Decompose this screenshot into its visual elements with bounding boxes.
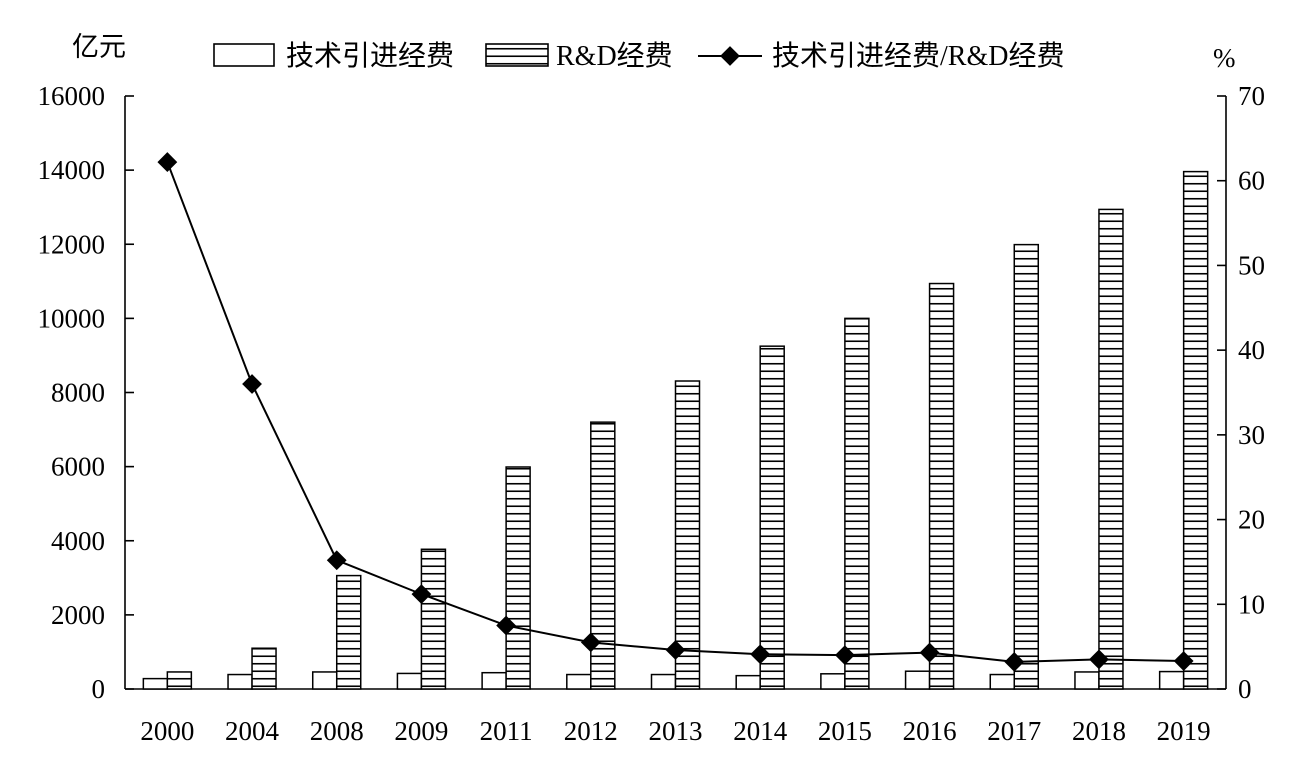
ratio-point-2014	[750, 644, 771, 665]
ratio-point-2008	[326, 550, 347, 571]
x-tick-label: 2000	[140, 716, 194, 746]
x-tick-label: 2011	[480, 716, 533, 746]
left-tick-label: 16000	[38, 81, 106, 111]
ratio-point-2000	[157, 152, 178, 172]
ratio-point-2018	[1089, 649, 1109, 670]
left-tick-label: 12000	[38, 229, 106, 259]
legend-swatch-tech-import	[213, 43, 275, 67]
x-tick-label: 2017	[987, 716, 1041, 746]
bar-rd-2017	[1013, 243, 1040, 690]
bar-tech-import-2000	[142, 677, 169, 690]
x-axis-tick-labels: 2000 2004 2008 2009 2011 2012 2013 2014 2015 2016…	[140, 716, 1210, 746]
legend: 技术引进经费 R&D经费 技术引进经费/R&D经费	[213, 40, 1064, 72]
bar-rd-2004	[251, 647, 277, 690]
bars	[142, 170, 1209, 690]
bar-rd-2000	[166, 671, 193, 690]
legend-item-tech-import: 技术引进经费	[213, 40, 454, 72]
right-tick-label: 60	[1238, 166, 1265, 196]
left-tick-label: 4000	[51, 526, 105, 556]
ratio-point-2004	[242, 374, 262, 394]
right-tick-label: 50	[1238, 250, 1265, 280]
bar-rd-2008	[335, 574, 362, 690]
bar-rd-2015	[844, 317, 870, 690]
left-axis-ticks: 0 2000 4000 6000 8000 10000 12000 14000 16000	[38, 81, 134, 704]
right-tick-label: 70	[1238, 81, 1265, 111]
x-tick-label: 2012	[564, 716, 618, 746]
left-tick-label: 14000	[38, 155, 106, 185]
legend-item-ratio: 技术引进经费/R&D经费	[698, 40, 1064, 72]
bar-rd-2013	[674, 380, 701, 690]
bar-tech-import-2011	[481, 671, 507, 690]
bar-rd-2016	[928, 282, 955, 690]
right-axis-unit: %	[1213, 43, 1236, 73]
right-tick-label: 20	[1238, 505, 1265, 535]
bar-tech-import-2017	[989, 673, 1016, 690]
legend-swatch-rd	[485, 43, 549, 67]
bar-rd-2009	[420, 548, 447, 690]
bar-tech-import-2014	[735, 674, 761, 690]
bar-tech-import-2015	[820, 673, 846, 690]
x-tick-label: 2008	[310, 716, 364, 746]
bar-rd-2012	[590, 421, 616, 690]
legend-marker-ratio	[720, 46, 740, 66]
bar-tech-import-2004	[227, 673, 253, 690]
x-tick-label: 2018	[1072, 716, 1126, 746]
left-axis-unit: 亿元	[72, 32, 126, 62]
ratio-line-series	[157, 152, 1194, 672]
right-tick-label: 0	[1238, 674, 1252, 704]
bar-rd-2018	[1098, 208, 1124, 690]
left-tick-label: 0	[92, 674, 106, 704]
ratio-point-2019	[1173, 651, 1194, 671]
bar-tech-import-2012	[566, 673, 592, 690]
ratio-point-2012	[580, 632, 601, 653]
bar-tech-import-2019	[1158, 670, 1185, 690]
x-tick-label: 2019	[1157, 716, 1211, 746]
bar-rd-2019	[1182, 170, 1209, 690]
legend-label-ratio: 技术引进经费/R&D经费	[772, 40, 1064, 72]
right-tick-label: 40	[1238, 335, 1265, 365]
x-tick-label: 2004	[225, 716, 280, 746]
ratio-point-2013	[665, 640, 686, 660]
x-tick-label: 2016	[903, 716, 957, 746]
bar-tech-import-2016	[904, 670, 931, 690]
right-axis-ticks: 0 10 20 30 40 50 60 70	[1217, 81, 1265, 704]
x-tick-label: 2013	[649, 716, 703, 746]
bar-tech-import-2013	[650, 673, 677, 690]
ratio-point-2009	[411, 584, 432, 605]
bar-tech-import-2008	[311, 671, 338, 690]
left-tick-label: 8000	[51, 378, 105, 408]
bar-rd-2014	[759, 345, 785, 690]
left-tick-label: 6000	[51, 452, 105, 482]
left-tick-label: 2000	[51, 600, 105, 630]
x-tick-label: 2014	[733, 716, 788, 746]
x-tick-label: 2015	[818, 716, 872, 746]
legend-label-tech-import: 技术引进经费	[286, 40, 454, 72]
right-tick-label: 30	[1238, 420, 1265, 450]
legend-item-rd: R&D经费	[485, 40, 673, 72]
left-tick-label: 10000	[38, 303, 106, 333]
bar-rd-2011	[505, 466, 531, 690]
ratio-point-2016	[919, 642, 940, 663]
bar-tech-import-2018	[1074, 671, 1100, 690]
right-tick-label: 10	[1238, 589, 1265, 619]
legend-label-rd: R&D经费	[556, 40, 673, 72]
ratio-point-2017	[1004, 651, 1025, 672]
bar-tech-import-2009	[396, 672, 423, 690]
x-tick-label: 2009	[394, 716, 448, 746]
ratio-point-2015	[834, 645, 855, 666]
